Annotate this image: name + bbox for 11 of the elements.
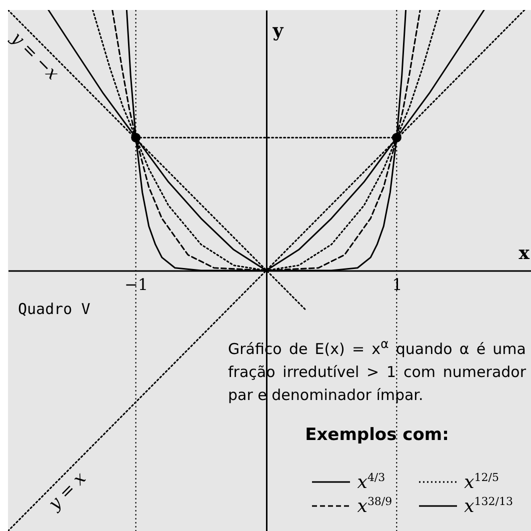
annotation: y = −x [6, 28, 63, 84]
annotation: Exemplos com: [304, 425, 450, 445]
x-axis-title: x [518, 243, 530, 264]
annotation: y = x [44, 468, 90, 515]
annotation: Quadro V [18, 300, 90, 318]
legend-label: x$^{38/9}$ [357, 495, 392, 517]
y-axis-title: y [272, 20, 284, 42]
legend-label: x$^{132/13}$ [464, 495, 513, 517]
x-tick-label: −1 [124, 275, 148, 294]
legend-label: x$^{4/3}$ [357, 471, 386, 493]
legend-label: x$^{12/5}$ [464, 471, 499, 493]
